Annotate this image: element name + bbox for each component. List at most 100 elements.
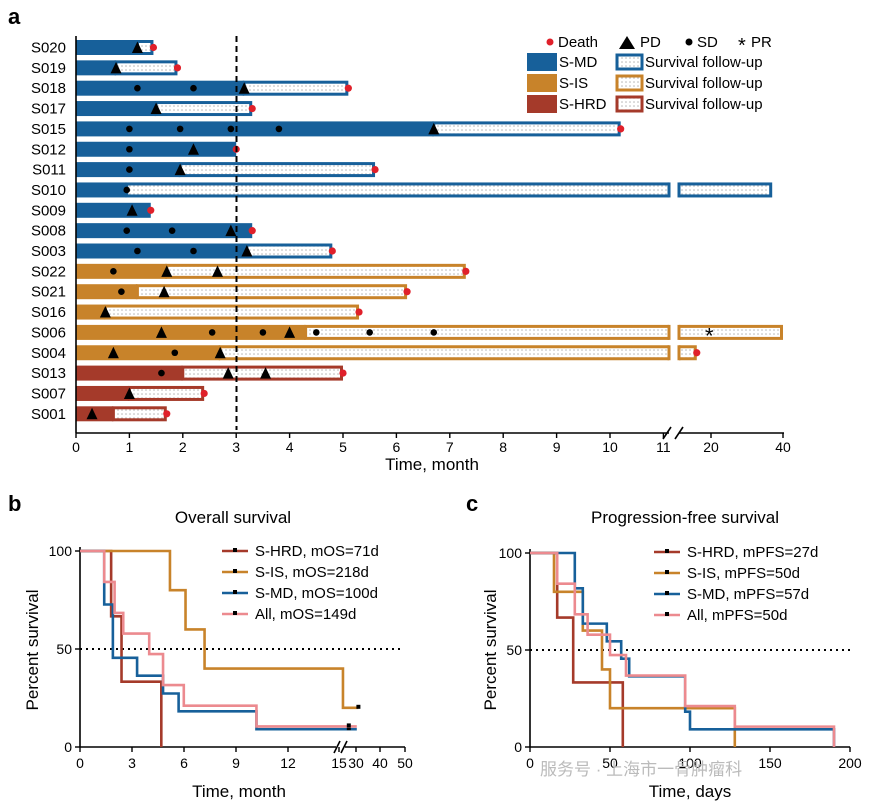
- pd-marker: [150, 102, 162, 115]
- death-marker: [693, 349, 701, 357]
- legend-s-hrd-followup-swatch: [615, 95, 644, 113]
- os-legend: S-HRD, mOS=71d S-IS, mOS=218d S-MD, mOS=10…: [222, 543, 379, 623]
- x-tick-label: 100: [678, 755, 702, 771]
- treatment-bar: [76, 182, 127, 198]
- legend-censor: [233, 569, 237, 573]
- patient-row-s010: S010: [31, 181, 773, 199]
- x-tick-label: 3: [128, 755, 136, 771]
- progression-free-survival-chart: Progression-free survival Percent surviv…: [481, 508, 862, 801]
- x-tick-label: 30: [348, 755, 364, 771]
- legend-s-hrd-swatch: [527, 95, 557, 113]
- death-marker: [371, 166, 379, 174]
- os-series: [80, 549, 361, 747]
- y-tick-label: 50: [56, 641, 72, 657]
- patient-row-s006: S006 *: [31, 323, 783, 348]
- x-tick-label: 15: [331, 755, 347, 771]
- pd-legend-marker: [619, 36, 635, 49]
- km-curve-3: [530, 551, 836, 747]
- sd-marker: [366, 329, 374, 336]
- panel-label-c: c: [466, 491, 478, 516]
- treatment-bar: [76, 223, 253, 239]
- legend-s-hrd-followup: Survival follow-up: [645, 96, 763, 113]
- legend-label-1: S-IS, mPFS=50d: [687, 565, 800, 582]
- death-marker: [403, 288, 411, 296]
- patient-row-s004: S004: [31, 344, 701, 362]
- x-tick-label: 6: [180, 755, 188, 771]
- legend-s-is: S-IS: [559, 75, 588, 92]
- pd-marker: [212, 265, 224, 277]
- death-marker: [173, 64, 182, 72]
- sd-marker: [227, 125, 235, 133]
- x-tick-label: 7: [446, 439, 454, 455]
- sd-marker: [168, 227, 176, 234]
- y-tick-label: 0: [514, 739, 522, 755]
- legend-label-2: S-MD, mPFS=57d: [687, 586, 809, 603]
- legend-label-0: S-HRD, mOS=71d: [255, 543, 379, 560]
- pfs-legend: S-HRD, mPFS=27d S-IS, mPFS=50d S-MD, mPFS=…: [654, 544, 818, 624]
- death-marker: [163, 410, 171, 418]
- death-marker: [328, 247, 336, 255]
- patient-row-s020: S020: [31, 40, 158, 57]
- sd-marker: [126, 145, 133, 153]
- pd-marker: [86, 407, 98, 420]
- patient-row-s009: S009: [31, 202, 155, 219]
- patient-label: S021: [31, 284, 66, 301]
- followup-bar: [165, 263, 466, 279]
- swimmer-legend: Death PD SD * PR S-MD Survival follow-up…: [527, 34, 772, 113]
- x-tick-label: 12: [280, 755, 296, 771]
- legend-censor: [233, 611, 237, 615]
- sd-marker: [190, 247, 197, 255]
- legend-pd: PD: [640, 34, 661, 51]
- panel-label-a: a: [8, 4, 21, 29]
- censor-mark: [356, 704, 361, 709]
- patient-label: S020: [31, 40, 66, 57]
- death-marker: [617, 125, 625, 133]
- treatment-bar: [76, 202, 151, 218]
- x-tick-label: 0: [72, 439, 80, 455]
- pd-marker: [110, 61, 122, 74]
- patient-label: S003: [31, 243, 66, 260]
- treatment-bar: [76, 243, 247, 259]
- x-tick-label: 10: [602, 439, 618, 455]
- sd-marker: [110, 268, 117, 275]
- death-marker: [344, 84, 352, 92]
- followup-bar: [245, 243, 333, 259]
- km-curve-1: [80, 549, 359, 710]
- x-tick-label: 0: [76, 755, 84, 771]
- followup-bar: [135, 284, 408, 300]
- death-marker: [248, 227, 256, 235]
- x-tick-label: 1: [126, 439, 134, 455]
- x-tick-label: 40: [372, 755, 388, 771]
- legend-s-md: S-MD: [559, 54, 597, 71]
- x-tick-label: 200: [838, 755, 862, 771]
- sd-marker: [430, 329, 438, 336]
- patient-label: S006: [31, 324, 66, 341]
- pd-marker: [225, 224, 237, 237]
- x-tick-label: 11: [656, 439, 671, 455]
- treatment-bar: [76, 385, 130, 401]
- legend-censor: [665, 591, 669, 595]
- patient-label: S004: [31, 345, 66, 362]
- x-tick-label: 4: [286, 439, 294, 455]
- treatment-bar: [76, 365, 183, 381]
- censor-mark: [346, 723, 351, 728]
- legend-s-hrd: S-HRD: [559, 96, 607, 113]
- pd-marker: [99, 306, 111, 318]
- km-curve-1: [530, 551, 737, 747]
- legend-death: Death: [558, 34, 598, 51]
- patient-label: S008: [31, 223, 66, 240]
- patient-row-s021: S021: [31, 284, 411, 301]
- pd-marker: [107, 346, 119, 359]
- x-tick-label: 0: [526, 755, 534, 771]
- swimmer-x-axis: 0 1 2 3 4 5 6 7 8 9 10 11 20 40: [72, 36, 791, 455]
- legend-sd: SD: [697, 34, 718, 51]
- pfs-series: [530, 551, 836, 747]
- patient-row-s018: S018: [31, 80, 352, 97]
- os-y-label: Percent survival: [23, 590, 42, 711]
- pd-marker: [174, 163, 186, 176]
- sd-marker: [123, 227, 131, 234]
- x-tick-label: 9: [553, 439, 561, 455]
- patient-row-s007: S007: [31, 385, 208, 402]
- bar-break-gap: [669, 344, 679, 362]
